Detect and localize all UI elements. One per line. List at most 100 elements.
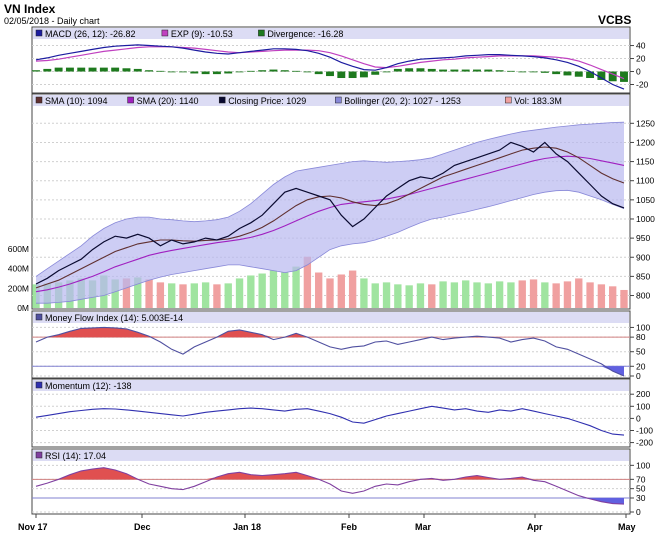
divergence-bar: [450, 69, 459, 72]
mfi-line: [35, 326, 625, 377]
macd-line: [35, 44, 625, 90]
volume-bar: [156, 282, 165, 308]
volume-bar: [190, 283, 198, 308]
legend-label: Momentum (12): -138: [45, 381, 132, 391]
divergence-bar: [224, 71, 233, 74]
panel-1: 40 20 0 -20 MACD (26, 12): -26.82 EXP (9): -1…: [31, 26, 649, 94]
volume-bar: [586, 282, 594, 308]
divergence-bar: [439, 69, 448, 72]
divergence-bar: [303, 71, 312, 73]
legend-swatch: [335, 96, 342, 104]
volume-bar: [213, 284, 221, 308]
y-tick-label: 100: [636, 401, 650, 411]
volume-bar: [450, 282, 459, 308]
y-tick-label: 1250: [636, 118, 655, 128]
volume-bar: [326, 278, 334, 308]
y-tick-label: 200: [636, 389, 650, 399]
legend-bar: [33, 450, 629, 461]
x-axis: Nov 17 Dec Jan 18 Feb Mar Apr May: [18, 522, 636, 532]
legend-bar: [33, 28, 629, 39]
y-tick-label: 0: [636, 507, 641, 517]
x-tick-label: Nov 17: [18, 522, 48, 532]
divergence-bar: [280, 70, 289, 72]
divergence-bar: [167, 71, 176, 73]
y-tick-label: 1050: [636, 195, 655, 205]
volume-bar: [247, 275, 255, 308]
x-tick-label: Jan 18: [233, 522, 261, 532]
y-tick-label: 40: [636, 41, 646, 51]
volume-tick-label: 400M: [8, 264, 29, 274]
volume-bar: [597, 284, 606, 308]
bollinger-upper: [35, 121, 625, 277]
volume-bar: [281, 272, 289, 308]
volume-bar: [292, 266, 300, 308]
panel-2: 1250 1200 1150 1100 1050 1000 950 900 850 800 SMA …: [8, 93, 655, 313]
x-tick-label: Feb: [341, 522, 358, 532]
volume-bar: [315, 272, 323, 308]
volume-bar: [348, 270, 357, 308]
volume-bar: [575, 278, 583, 308]
volume-bar: [405, 285, 413, 308]
divergence-bar: [563, 71, 572, 76]
y-tick-label: 100: [636, 460, 650, 470]
sma20-line: [35, 155, 625, 293]
volume-bar: [201, 282, 210, 308]
divergence-bar: [179, 71, 187, 73]
volume-bar: [416, 283, 425, 308]
volume-bar: [235, 278, 244, 308]
divergence-bar: [111, 67, 120, 72]
y-tick-label: 70: [636, 474, 646, 484]
divergence-bar: [235, 71, 244, 73]
volume-bar: [122, 278, 131, 308]
y-tick-label: 900: [636, 252, 650, 262]
legend-swatch: [35, 313, 43, 321]
divergence-bar: [608, 71, 617, 82]
legend-swatch: [35, 451, 43, 459]
volume-bar: [563, 281, 572, 308]
divergence-bar: [122, 68, 131, 72]
divergence-bar: [190, 71, 199, 74]
legend-label: Bollinger (20, 2): 1027 - 1253: [344, 96, 461, 106]
x-tick-label: Apr: [527, 522, 543, 532]
divergence-bar: [461, 69, 470, 72]
legend-swatch: [35, 96, 43, 104]
y-tick-label: -100: [636, 425, 653, 435]
volume-tick-label: 200M: [8, 283, 29, 293]
legend-label: Money Flow Index (14): 5.003E-14: [45, 313, 183, 323]
legend-label: SMA (20): 1140: [137, 96, 199, 106]
volume-bar: [134, 277, 142, 308]
volume-bar: [495, 281, 504, 308]
volume-bar: [507, 282, 515, 308]
y-tick-label: 800: [636, 291, 650, 301]
divergence-bar: [620, 71, 628, 82]
chart-title: VN Index: [4, 2, 56, 16]
y-tick-label: 1150: [636, 157, 655, 167]
divergence-bar: [54, 67, 63, 72]
y-tick-label: -200: [636, 438, 653, 448]
volume-bar: [473, 282, 481, 308]
sma10-line: [35, 146, 625, 289]
divergence-bar: [371, 71, 380, 75]
volume-tick-label: 600M: [8, 244, 29, 254]
rsi-line: [35, 467, 625, 505]
divergence-bar: [506, 70, 515, 72]
bollinger-lower: [36, 189, 625, 304]
divergence-bar: [77, 67, 86, 72]
y-tick-label: 50: [636, 347, 646, 357]
divergence-bar: [518, 71, 527, 73]
divergence-bar: [416, 68, 425, 72]
divergence-bar: [43, 68, 52, 72]
divergence-bar: [65, 67, 74, 72]
volume-bar: [371, 283, 379, 308]
divergence-bar: [99, 67, 108, 72]
legend-label: Vol: 183.3M: [514, 96, 562, 106]
legend-swatch: [35, 381, 43, 389]
y-tick-label: 100: [636, 322, 650, 332]
divergence-bar: [133, 68, 142, 72]
volume-bar: [382, 282, 391, 308]
volume-bar: [179, 284, 187, 308]
